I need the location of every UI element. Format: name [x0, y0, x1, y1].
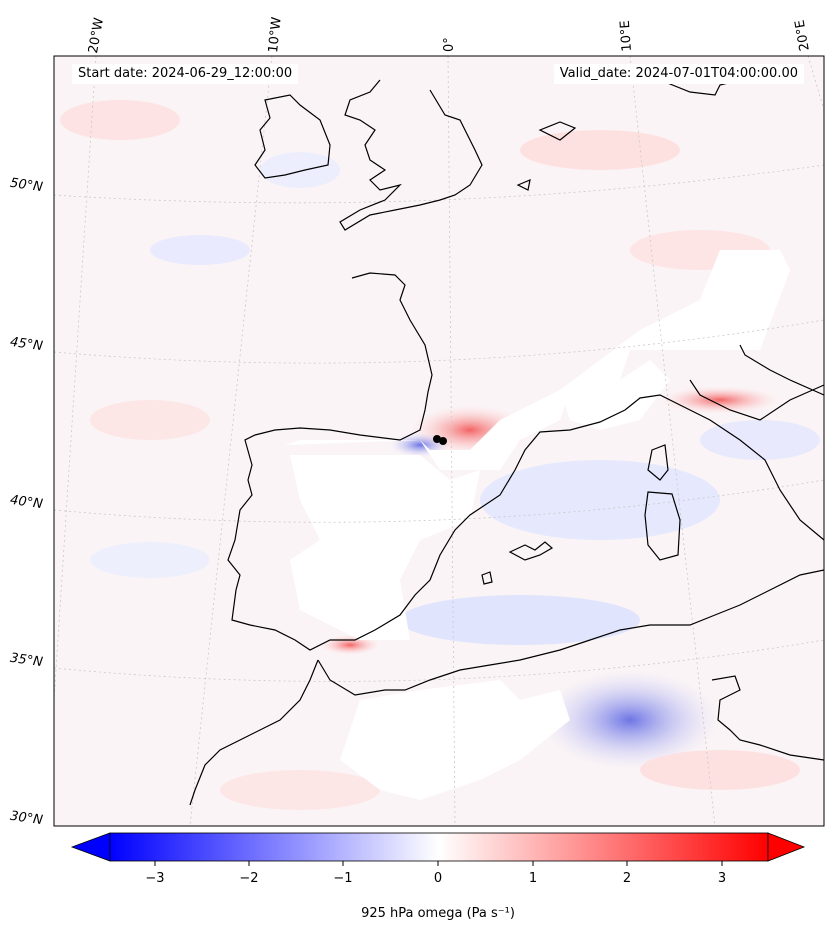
cbar-tick-label: −3	[145, 871, 165, 886]
valid-date-label: Valid_date: 2024-07-01T04:00:00.00	[553, 64, 804, 84]
lon-label-0: 0°	[442, 37, 457, 52]
cbar-tick-label: −1	[333, 871, 353, 886]
coastlines	[189, 69, 825, 806]
lon-label-10e: 10°E	[617, 19, 635, 52]
cbar-tick-label: 3	[717, 871, 727, 886]
cbar-tick-label: −2	[239, 871, 259, 886]
cbar-tick-label: 1	[528, 871, 538, 886]
colorbar-label: 925 hPa omega (Pa s⁻¹)	[361, 906, 515, 921]
start-date-label: Start date: 2024-06-29_12:00:00	[72, 64, 299, 84]
omega-field	[54, 56, 824, 826]
colorbar	[70, 832, 806, 866]
marker-dots	[433, 435, 447, 445]
cbar-tick-label: 2	[622, 871, 632, 886]
cbar-tick-label: 0	[433, 871, 443, 886]
map-frame	[53, 55, 825, 827]
